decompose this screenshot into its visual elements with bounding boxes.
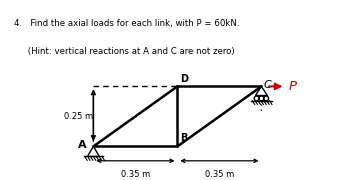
Text: P: P [289,80,297,93]
Text: B: B [180,133,187,143]
Text: C: C [264,80,272,90]
Text: (Hint: vertical reactions at A and C are not zero): (Hint: vertical reactions at A and C are… [14,46,234,55]
Text: 4.   Find the axial loads for each link, with P = 60kN.: 4. Find the axial loads for each link, w… [14,19,239,28]
Text: 0.25 m: 0.25 m [64,112,93,121]
Text: A: A [78,140,86,150]
Text: 0.35 m: 0.35 m [121,170,150,179]
Text: 0.35 m: 0.35 m [205,170,234,179]
Text: D: D [180,75,188,84]
